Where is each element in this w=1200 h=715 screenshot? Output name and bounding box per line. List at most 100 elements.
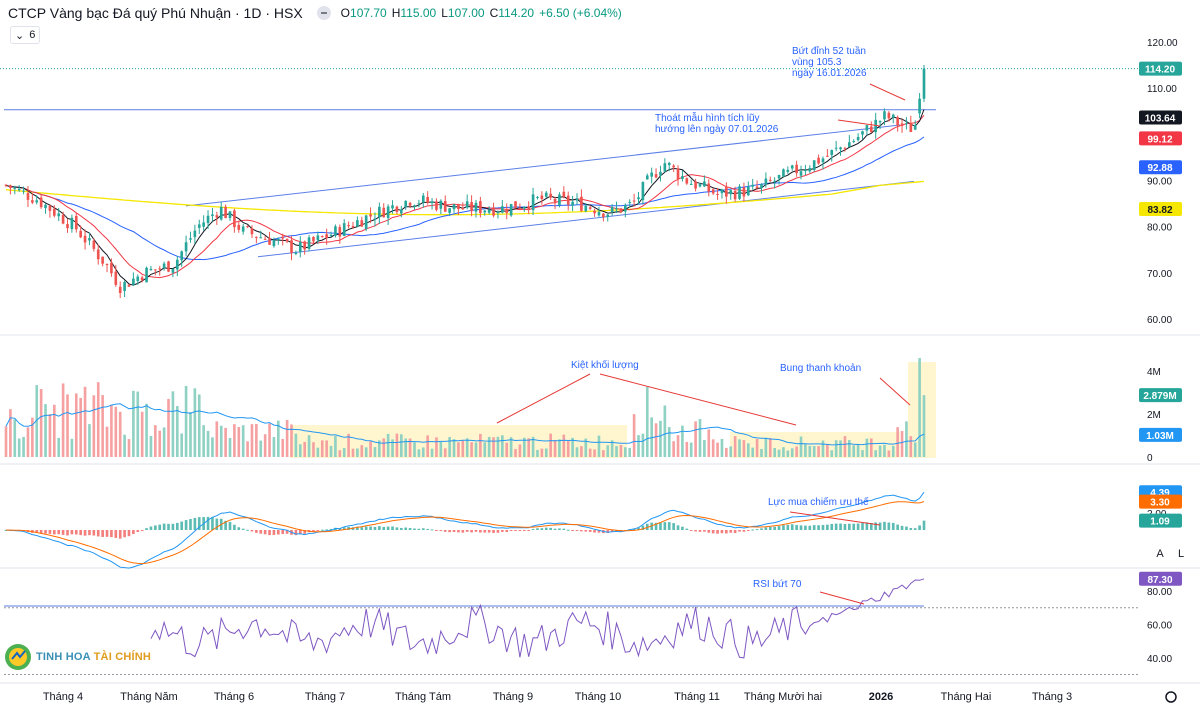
annotation-buying-force: Lực mua chiếm ưu thế xyxy=(768,496,869,508)
candle-body xyxy=(347,225,350,227)
volume-bar xyxy=(39,389,43,457)
candle-body xyxy=(189,238,192,240)
volume-bar xyxy=(479,433,482,457)
volume-badge-bg xyxy=(1139,388,1182,403)
price-badge: 83.82 xyxy=(1147,205,1172,216)
macd-histogram-bar xyxy=(509,530,513,532)
candle-body xyxy=(351,226,355,228)
volume-bar xyxy=(654,423,658,457)
brand-name: TINH HOA xyxy=(36,651,91,663)
volume-bar xyxy=(193,388,197,457)
candle-body xyxy=(593,210,596,214)
macd-histogram-bar xyxy=(66,530,69,536)
candle-body xyxy=(856,137,860,141)
settings-gear-icon[interactable] xyxy=(1165,691,1177,703)
macd-histogram-bar xyxy=(443,530,447,532)
price-badge-bg xyxy=(1139,110,1182,125)
volume-bar xyxy=(175,406,179,457)
candle-body xyxy=(720,189,724,194)
volume-bar xyxy=(373,447,377,457)
candle-body xyxy=(66,224,69,229)
candle-body xyxy=(514,201,517,209)
candle-body xyxy=(839,147,842,150)
high-label: H xyxy=(391,6,401,20)
candle-body xyxy=(843,148,847,150)
macd-histogram-bar xyxy=(830,524,834,530)
macd-histogram-bar xyxy=(883,521,886,530)
macd-histogram-bar xyxy=(659,522,662,530)
candle-body xyxy=(606,214,610,218)
candle-body xyxy=(834,147,838,149)
candle-body xyxy=(452,204,456,210)
candle-body xyxy=(285,238,289,242)
price-badge: 92.88 xyxy=(1147,163,1172,174)
volume-bar xyxy=(487,436,491,457)
volume-bar xyxy=(312,442,315,457)
candle-body xyxy=(518,207,522,209)
macd-histogram-bar xyxy=(272,530,276,535)
log-scale-button[interactable]: L xyxy=(1177,548,1185,560)
candle-body xyxy=(136,276,140,282)
macd-histogram-bar xyxy=(790,524,794,530)
macd-histogram-bar xyxy=(110,530,113,538)
volume-bar xyxy=(558,439,561,457)
volume-bar xyxy=(44,404,47,457)
volume-bar xyxy=(452,439,456,457)
candle-body xyxy=(913,125,917,130)
candle-body xyxy=(501,206,504,213)
volume-bar xyxy=(610,440,614,457)
candle-body xyxy=(716,193,719,195)
macd-histogram-bar xyxy=(566,529,570,531)
macd-histogram-bar xyxy=(277,530,280,535)
volume-bar xyxy=(386,433,390,457)
candle-body xyxy=(654,174,658,178)
macd-histogram-bar xyxy=(733,530,737,534)
annotation-arrow xyxy=(789,511,881,526)
volume-bar xyxy=(74,393,78,457)
volume-badge: 1.03M xyxy=(1146,431,1174,442)
rsi-badge-bg xyxy=(1139,571,1182,586)
volume-bar xyxy=(180,433,184,457)
indicator-toggle[interactable]: ⌄ 6 xyxy=(10,26,41,44)
macd-histogram-bar xyxy=(386,526,390,530)
volume-bar xyxy=(773,447,776,457)
candle-body xyxy=(698,184,702,187)
annotation-rsi-break: RSI bứt 70 xyxy=(753,579,802,590)
time-axis-label: Tháng 6 xyxy=(214,691,254,703)
candle-body xyxy=(602,213,605,218)
rsi-axis-tick: 40.00 xyxy=(1147,654,1172,665)
auto-scale-button[interactable]: A xyxy=(1156,548,1164,560)
candle-body xyxy=(127,284,131,287)
candle-body xyxy=(808,168,812,172)
candle-body xyxy=(316,235,320,241)
volume-bar xyxy=(334,436,337,457)
chevron-down-icon: ⌄ xyxy=(15,29,25,42)
volume-bar xyxy=(470,442,473,457)
price-badge-bg xyxy=(1139,202,1182,217)
candle-body xyxy=(39,197,43,208)
minus-icon[interactable] xyxy=(316,6,331,20)
volume-bar xyxy=(848,440,851,457)
macd-histogram-bar xyxy=(487,530,491,533)
volume-bar xyxy=(760,448,763,457)
candle-body xyxy=(461,207,465,210)
volume-bar xyxy=(826,443,829,457)
volume-bar xyxy=(391,439,394,457)
sma-short-line xyxy=(5,109,925,286)
open-label: O xyxy=(340,6,351,20)
candle-body xyxy=(378,206,381,218)
volume-bar xyxy=(786,450,790,457)
candle-body xyxy=(584,205,588,212)
candle-body xyxy=(35,200,39,203)
candle-body xyxy=(272,240,276,247)
volume-bar xyxy=(211,437,214,457)
brand-mark-icon xyxy=(5,644,31,670)
volume-bar xyxy=(716,442,719,457)
volume-bar xyxy=(549,433,552,457)
candle-body xyxy=(329,234,333,237)
volume-bar xyxy=(421,447,425,457)
annotation-pattern-exit: Thoát mẫu hình tích lũy xyxy=(655,111,760,124)
symbol-title[interactable]: CTCP Vàng bạc Đá quý Phú Nhuận · 1D · HS… xyxy=(8,5,303,21)
volume-bar xyxy=(435,437,438,457)
